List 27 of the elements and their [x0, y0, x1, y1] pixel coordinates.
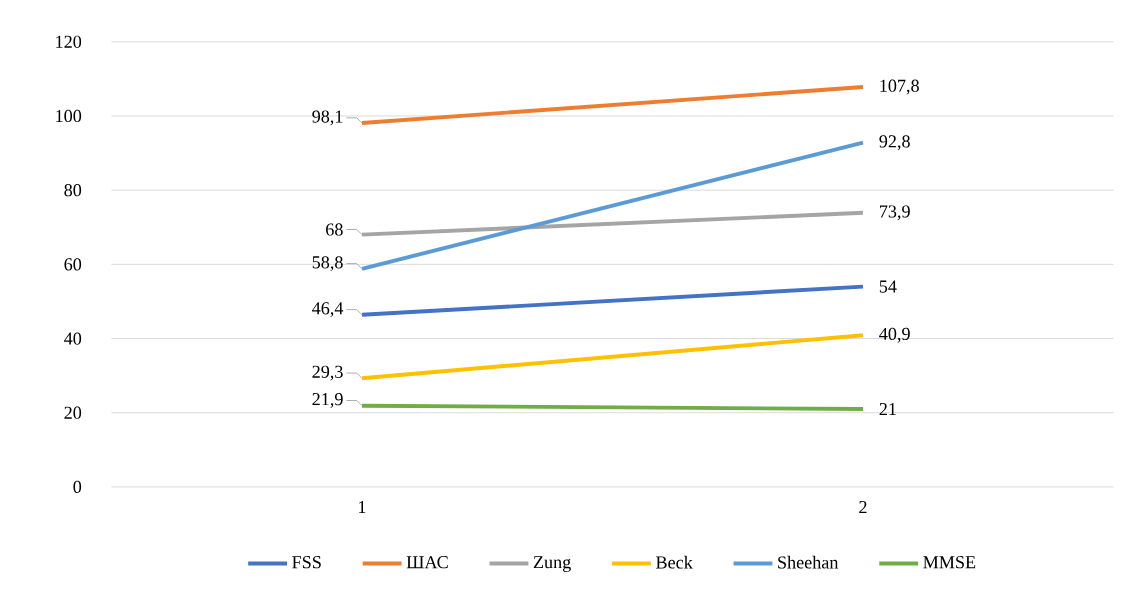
- y-tick-label: 120: [56, 35, 82, 48]
- y-tick-label: 60: [64, 258, 82, 271]
- legend-label: Sheehan: [778, 555, 839, 569]
- y-tick-label: 40: [64, 332, 82, 345]
- data-label: 54: [879, 280, 897, 293]
- data-label: 40,9: [879, 327, 910, 343]
- legend-label: MMSE: [923, 556, 976, 569]
- data-label: 107,8: [880, 79, 919, 95]
- data-label: 98,1: [312, 110, 343, 126]
- y-tick-label: 20: [64, 406, 82, 419]
- x-tick-label: 1: [359, 501, 366, 514]
- data-label: 29,3: [312, 365, 343, 381]
- legend-label: Zung: [533, 556, 571, 573]
- x-tick-label: 2: [859, 501, 867, 514]
- y-tick-label: 0: [73, 480, 82, 494]
- data-label: 73,9: [880, 205, 910, 221]
- data-label: 46,4: [312, 302, 344, 318]
- legend-label: FSS: [292, 556, 321, 569]
- legend-label: Beck: [656, 555, 693, 569]
- data-label: 21,9: [312, 393, 343, 408]
- legend-label: ШАС: [406, 556, 448, 569]
- data-label: 92,8: [879, 135, 910, 151]
- data-label: 21: [879, 403, 896, 416]
- data-label: 58,8: [312, 256, 343, 272]
- y-tick-label: 100: [56, 109, 82, 123]
- y-tick-label: 80: [64, 184, 82, 197]
- data-label: 68: [326, 223, 343, 236]
